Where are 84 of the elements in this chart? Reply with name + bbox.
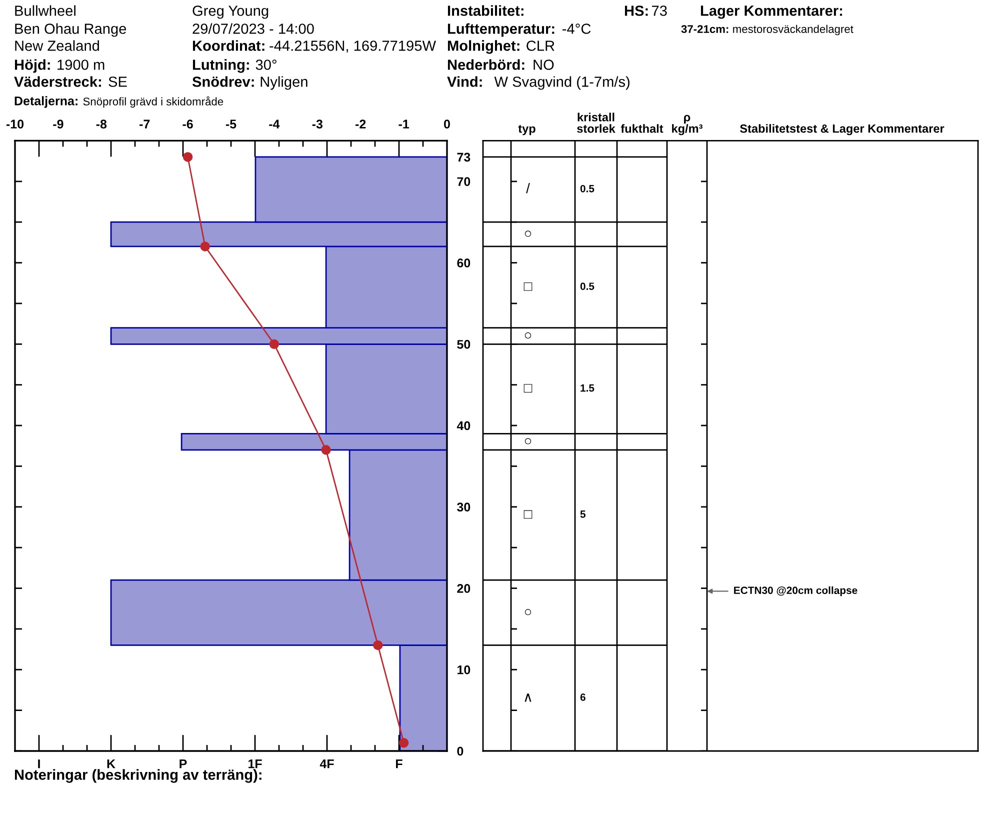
text: CLR: [526, 40, 554, 51]
point: [373, 640, 383, 650]
text: Noteringar (beskrivning av terräng):: [14, 769, 262, 783]
text: 73: [652, 6, 667, 16]
text: /: [526, 183, 530, 194]
text: 0.5: [580, 282, 594, 290]
category-label: ρ kg/m³: [672, 114, 702, 136]
x-tick-label: -2: [356, 120, 366, 128]
text: I: [38, 760, 40, 768]
y-tick-label: 50: [457, 340, 470, 349]
text: Lutning:: [192, 59, 249, 73]
text: ○: [524, 332, 532, 338]
text: Snöprofil grävd i skidområde: [83, 96, 224, 108]
y-tick-label: 10: [458, 665, 470, 674]
text: 29/07/2023 - 14:00: [192, 23, 314, 34]
category-label: kristall storlek: [577, 112, 616, 133]
text: -4°C: [562, 24, 591, 34]
category-label: Stabilitetstest & Lager Kommentarer: [740, 124, 944, 136]
x-tick-label: -4: [269, 120, 280, 128]
x-tick-label: -5: [226, 120, 236, 129]
text: New Zealand: [15, 40, 99, 51]
text: ○: [524, 230, 532, 237]
text: P: [180, 760, 187, 768]
text: Väderstreck:: [14, 76, 101, 87]
text: Nederbörd:: [448, 59, 524, 70]
text: □: [524, 510, 532, 519]
text: Ben Ohau Range: [15, 23, 126, 37]
point: [398, 738, 409, 748]
category-label: typ: [518, 124, 536, 136]
x-tick-label: 0: [444, 120, 450, 129]
y-tick-label: 70: [457, 177, 470, 186]
y-tick-label: 60: [457, 258, 470, 268]
text: Lager Kommentarer:: [700, 6, 842, 19]
text: Höjd:: [14, 59, 50, 73]
text: Instabilitet:: [448, 5, 524, 16]
text: ∧: [524, 694, 532, 702]
text: F: [396, 760, 402, 768]
x-tick-label: -10: [6, 120, 24, 129]
point: [200, 242, 210, 252]
text: Greg Young: [192, 6, 268, 19]
category-label: fukthalt: [620, 124, 664, 133]
text: 37-21cm:: [681, 25, 728, 33]
x-tick-label: -6: [182, 120, 193, 129]
y-tick-label: 0: [457, 746, 464, 756]
y-tick-label: 73: [457, 152, 470, 162]
text: 30°: [256, 60, 276, 70]
y-tick-label: 40: [456, 421, 470, 430]
point: [182, 152, 193, 162]
text: SE: [108, 76, 127, 87]
text: W Svagvind (1-7m/s): [494, 76, 630, 90]
text: 5: [580, 510, 586, 518]
text: ○: [524, 438, 532, 444]
x-tick-label: -9: [53, 120, 64, 129]
point: [321, 445, 331, 455]
text: ○: [524, 609, 532, 616]
text: Nyligen: [260, 76, 308, 90]
text: Lufttemperatur:: [448, 23, 554, 37]
text: 0.5: [580, 184, 594, 192]
text: 1F: [248, 760, 262, 768]
text: 1900 m: [58, 60, 104, 70]
text: HS:: [624, 6, 648, 16]
x-tick-label: -8: [96, 120, 107, 129]
text: 6: [580, 694, 586, 701]
text: Molnighet:: [448, 40, 520, 54]
point: [269, 339, 280, 349]
text: 4F: [320, 760, 334, 768]
text: NO: [534, 60, 554, 70]
text: Bullwheel: [15, 5, 76, 16]
x-tick-label: -7: [140, 120, 150, 128]
y-tick-label: 20: [457, 584, 470, 593]
text: Detaljerna:: [14, 96, 78, 108]
text: Vind:: [447, 76, 482, 87]
x-tick-label: -3: [312, 120, 323, 129]
text: -44.21556N, 169.77195W: [270, 40, 436, 53]
text: □: [524, 384, 532, 392]
text: Koordinat:: [192, 40, 264, 51]
text: 1.5: [580, 384, 594, 392]
text: □: [524, 282, 532, 291]
text: K: [107, 760, 116, 768]
x-tick-label: -1: [398, 120, 410, 128]
text: ECTN30 @20cm collapse: [734, 586, 858, 596]
text: mestorosväckandelagret: [733, 24, 854, 36]
y-tick-label: 30: [457, 502, 470, 512]
text: Snödrev:: [192, 76, 254, 87]
